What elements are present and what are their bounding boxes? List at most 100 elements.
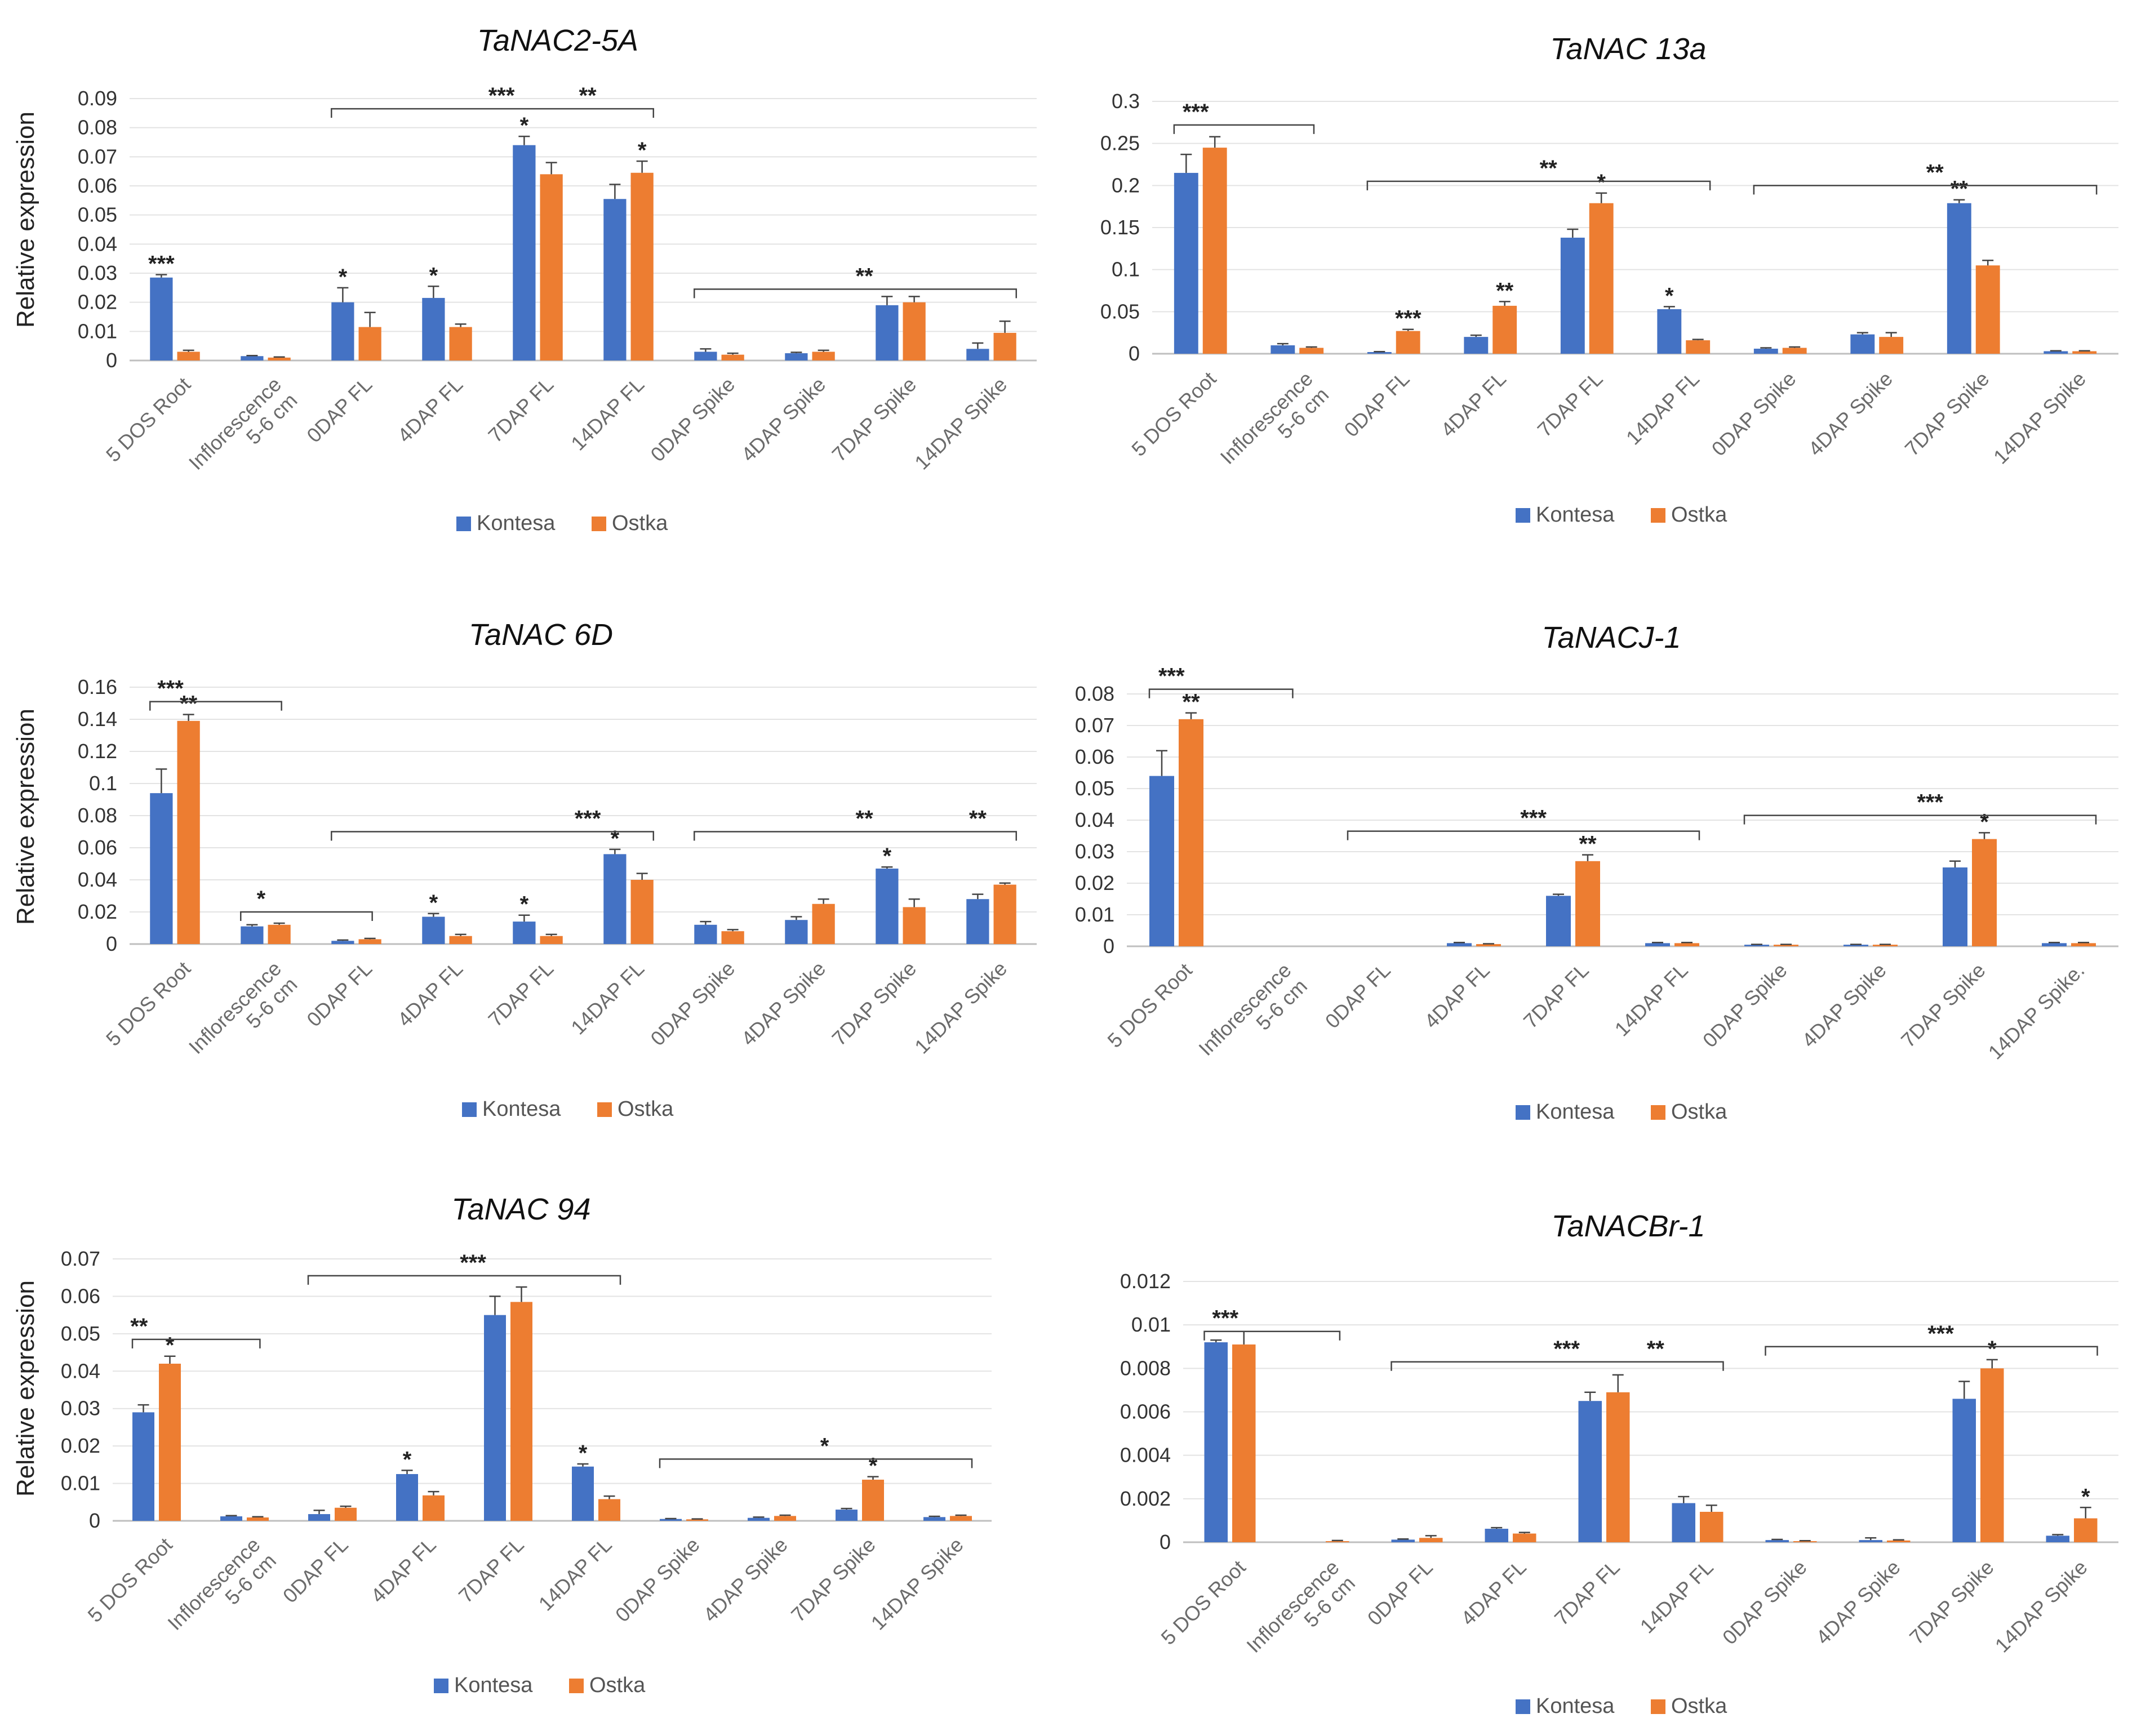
bar-kontesa [513, 922, 536, 944]
bar-ostka [449, 327, 472, 360]
bar-ostka [903, 907, 926, 944]
legend-label-kontesa: Kontesa [454, 1673, 533, 1697]
x-tick-label: 4DAP Spike [1803, 367, 1897, 461]
chart-panel-4: TaNACJ-1 0 0.01 0.02 0.03 0.04 0.05 0.06 0.07 0.0… [1075, 621, 2118, 1124]
significance-mark: *** [148, 252, 175, 277]
bar-ostka [1606, 1392, 1630, 1542]
significance-mark: ** [1496, 278, 1514, 303]
legend-swatch-kontesa [434, 1679, 448, 1693]
x-tick-label: 0DAP FL [302, 957, 376, 1031]
significance-mark: * [638, 138, 647, 163]
bar-ostka [1326, 1541, 1349, 1542]
x-tick-label: 7DAP Spike [827, 373, 921, 466]
significance-mark: * [520, 113, 529, 138]
legend: Kontesa Ostka [434, 1673, 646, 1697]
bar-ostka [540, 936, 563, 944]
x-tick-label: 7DAP Spike [827, 957, 921, 1050]
bar-kontesa [785, 353, 808, 360]
y-tick-label: 0.2 [1112, 173, 1140, 197]
x-tick-label: 14DAP Spike [867, 1533, 968, 1635]
bar-ostka [159, 1364, 181, 1521]
x-tick-label: 14DAP Spike [910, 373, 1011, 474]
bar-kontesa [748, 1517, 770, 1521]
significance-mark: *** [575, 807, 601, 831]
significance-bracket [131, 1338, 261, 1348]
bar-ostka [993, 332, 1016, 360]
bar-kontesa [331, 941, 354, 944]
bar-ostka [358, 939, 381, 944]
legend: Kontesa Ostka [1516, 503, 1727, 527]
bar-ostka [247, 1517, 269, 1521]
y-tick-label: 0.004 [1120, 1444, 1171, 1467]
significance-bracket [659, 1458, 973, 1468]
y-tick-label: 0 [106, 932, 117, 955]
significance-mark: *** [1927, 1321, 1954, 1346]
significance-mark: ** [1579, 832, 1597, 857]
x-tick-label: 7DAP FL [1533, 367, 1607, 442]
significance-bracket [1391, 1361, 1724, 1371]
bar-ostka [2071, 943, 2096, 946]
bar-ostka [1674, 943, 1699, 946]
significance-mark: *** [157, 676, 184, 701]
x-tick-label: 7DAP Spike [787, 1533, 880, 1627]
x-tick-label: 14DAP FL [1636, 1556, 1718, 1638]
x-tick-label: 0DAP Spike [1698, 959, 1792, 1052]
significance-mark: * [339, 265, 348, 290]
x-tick-label: 7DAP FL [483, 957, 558, 1031]
y-tick-label: 0.06 [78, 836, 117, 859]
bar-ostka [1232, 1344, 1256, 1542]
bar-ostka [812, 351, 835, 360]
bar-kontesa [1753, 349, 1778, 354]
x-tick-label: 0DAP Spike [646, 373, 739, 466]
x-tick-label: 0DAP Spike [611, 1533, 704, 1627]
y-tick-label: 0.04 [78, 232, 117, 255]
significance-bracket [1753, 185, 2098, 195]
y-tick-label: 0.16 [78, 675, 117, 698]
bar-ostka [1887, 1540, 1911, 1542]
y-tick-label: 0 [106, 349, 117, 372]
significance-mark: ** [969, 807, 987, 831]
x-tick-label: 5 DOS Root [101, 373, 195, 466]
significance-mark: * [429, 263, 438, 288]
significance-mark: ** [1540, 156, 1558, 181]
bar-kontesa [876, 305, 899, 360]
bar-kontesa [396, 1474, 418, 1521]
significance-bracket [1203, 1330, 1341, 1341]
significance-bracket [331, 831, 654, 841]
chart-panel-6: TaNACBr-1 0 0.002 0.004 0.006 0.008 0.01 0.012 *… [1120, 1209, 2118, 1718]
significance-mark: *** [1917, 790, 1943, 815]
x-tick-label: 14DAP FL [534, 1533, 616, 1615]
x-tick-label: 0DAP FL [1340, 367, 1414, 442]
y-tick-label: 0.15 [1100, 216, 1140, 239]
bar-ostka [2074, 1518, 2098, 1542]
y-tick-label: 0.04 [78, 868, 117, 891]
significance-mark: *** [1395, 306, 1422, 331]
bar-kontesa [150, 793, 173, 944]
bar-ostka [1589, 203, 1614, 354]
significance-bracket [694, 288, 1017, 299]
y-tick-label: 0.07 [78, 145, 117, 168]
y-tick-label: 0.01 [61, 1472, 100, 1495]
y-tick-label: 0.03 [61, 1397, 100, 1420]
x-tick-label: 4DAP Spike [699, 1533, 792, 1627]
significance-mark: * [403, 1447, 412, 1472]
y-tick-label: 0.12 [78, 740, 117, 763]
significance-mark: ** [1926, 160, 1944, 185]
y-tick-label: 0.01 [1131, 1313, 1171, 1336]
x-tick-label: 14DAP Spike [910, 957, 1011, 1058]
y-tick-label: 0 [89, 1509, 100, 1532]
bar-kontesa [132, 1412, 154, 1521]
significance-mark: *** [488, 83, 515, 108]
significance-bracket [307, 1275, 621, 1285]
y-tick-label: 0.04 [61, 1359, 100, 1382]
x-tick-label: 0DAP Spike [646, 957, 739, 1050]
bar-kontesa [241, 356, 264, 360]
x-tick-label: 0DAP Spike [1718, 1556, 1811, 1649]
bar-ostka [1873, 945, 1898, 946]
significance-bracket [149, 701, 282, 711]
significance-mark: *** [1158, 664, 1185, 689]
bar-kontesa [308, 1514, 330, 1521]
y-tick-label: 0.08 [1075, 682, 1114, 705]
bar-kontesa [1271, 345, 1295, 354]
x-tick-label: 14DAP Spike. [1984, 959, 2089, 1064]
